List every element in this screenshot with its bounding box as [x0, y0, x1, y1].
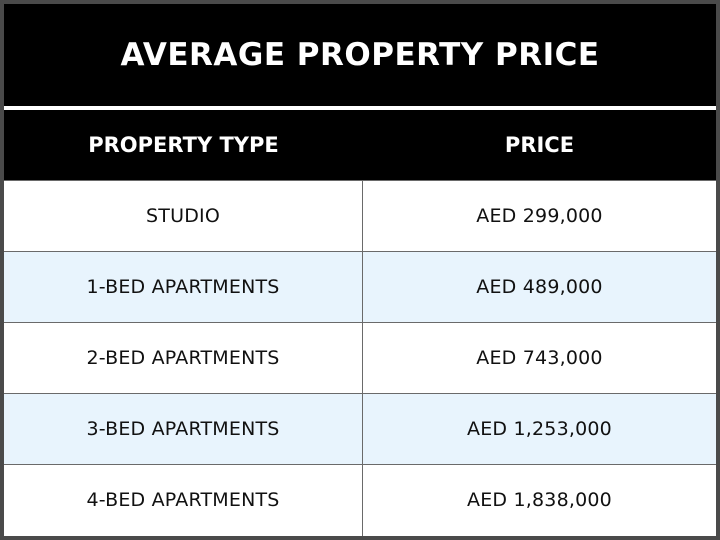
cell-property-type: 2-BED APARTMENTS [4, 323, 362, 393]
table-row: 4-BED APARTMENTS AED 1,838,000 [4, 464, 716, 535]
cell-property-type: 1-BED APARTMENTS [4, 252, 362, 322]
table-title: AVERAGE PROPERTY PRICE [120, 37, 599, 73]
table-header-row: PROPERTY TYPE PRICE [4, 110, 716, 180]
cell-property-type: STUDIO [4, 181, 362, 251]
title-band: AVERAGE PROPERTY PRICE [4, 4, 716, 106]
cell-price: AED 489,000 [363, 252, 716, 322]
cell-price: AED 743,000 [363, 323, 716, 393]
table-row: 2-BED APARTMENTS AED 743,000 [4, 322, 716, 393]
column-header-price: PRICE [363, 110, 716, 180]
table-row: 1-BED APARTMENTS AED 489,000 [4, 251, 716, 322]
table-row: 3-BED APARTMENTS AED 1,253,000 [4, 393, 716, 464]
cell-price: AED 299,000 [363, 181, 716, 251]
cell-property-type: 3-BED APARTMENTS [4, 394, 362, 464]
cell-price: AED 1,838,000 [363, 465, 716, 535]
column-header-property-type: PROPERTY TYPE [4, 110, 363, 180]
table-row: STUDIO AED 299,000 [4, 180, 716, 251]
cell-price: AED 1,253,000 [363, 394, 716, 464]
cell-property-type: 4-BED APARTMENTS [4, 465, 362, 535]
